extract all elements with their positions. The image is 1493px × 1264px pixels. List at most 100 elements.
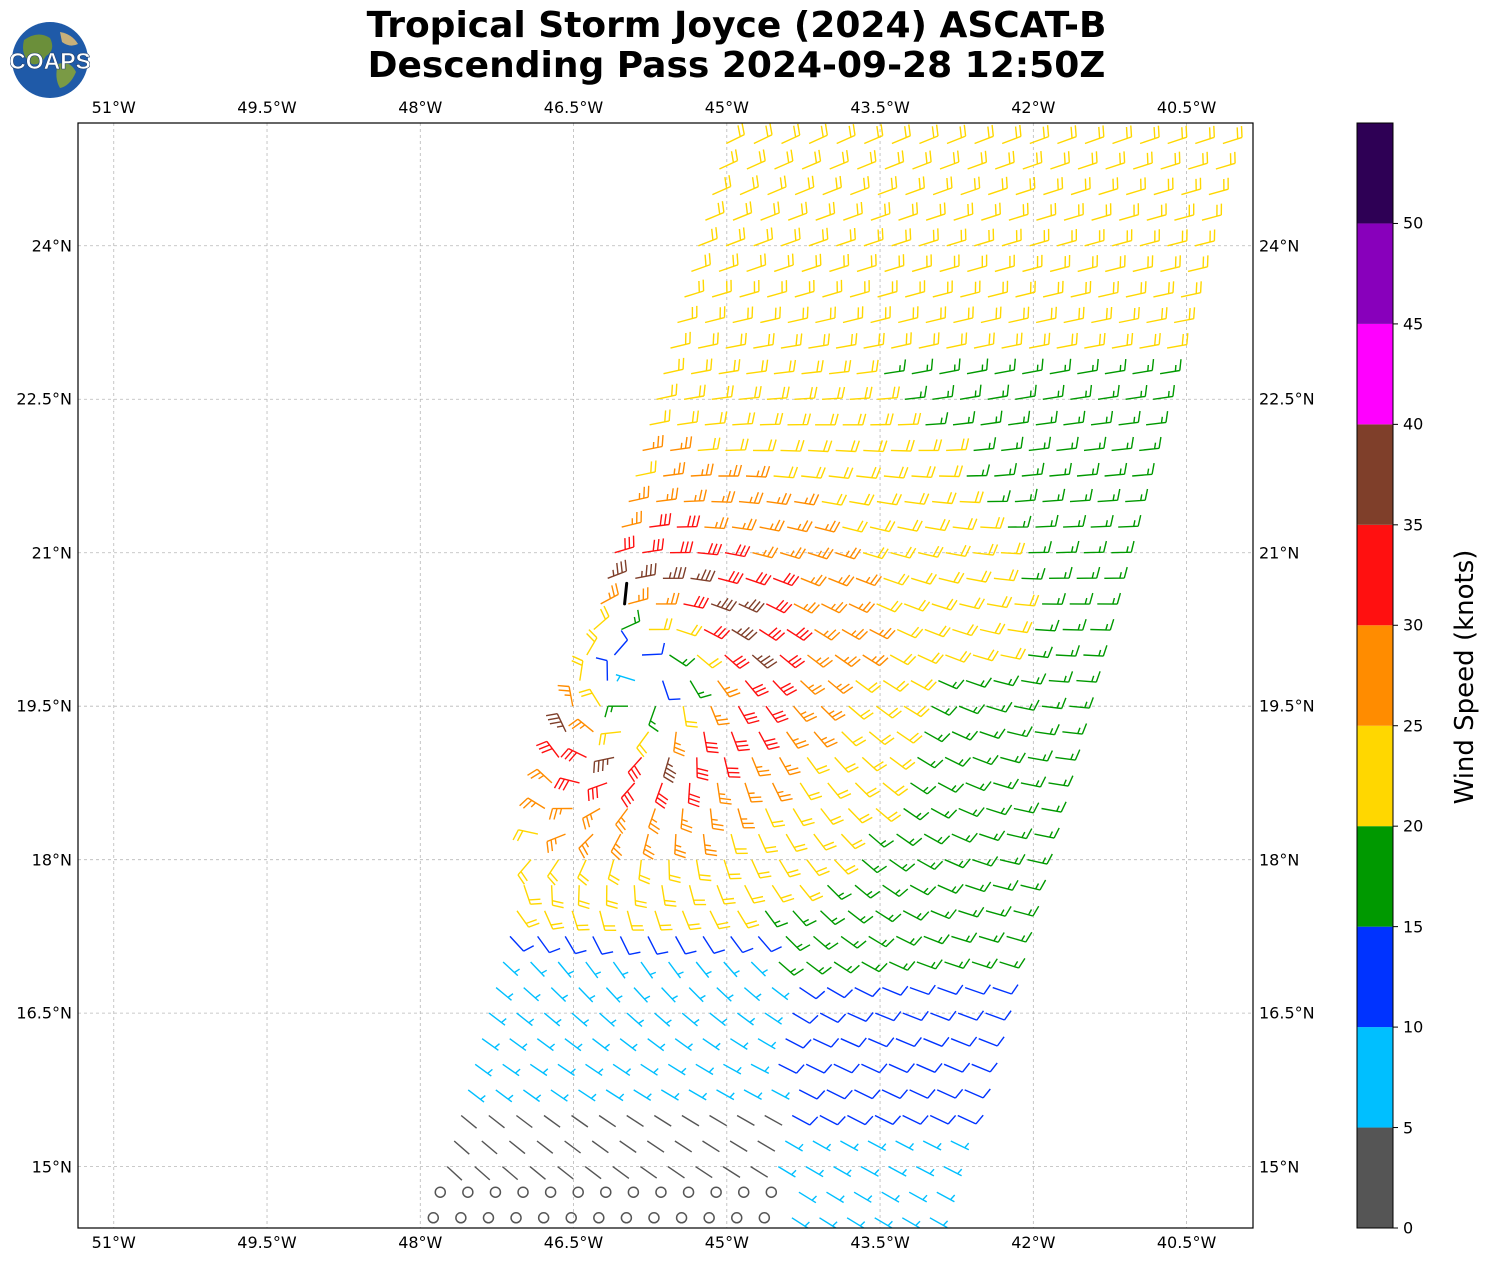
wind-barb: [1139, 125, 1160, 145]
wind-barb: [870, 306, 891, 324]
wind-barb: [633, 987, 651, 1003]
wind-barb: [936, 1191, 956, 1203]
wind-barb: [1215, 151, 1236, 170]
wind-barb: [578, 688, 601, 707]
wind-barb: [530, 961, 548, 977]
calm-wind-marker: [682, 1186, 695, 1198]
tick-label-right: 18°N: [1259, 850, 1300, 870]
wind-barb: [1132, 462, 1155, 477]
wind-barb: [688, 987, 706, 1003]
wind-barb: [828, 466, 854, 479]
wind-barb: [909, 1089, 936, 1099]
wind-barb: [633, 885, 647, 909]
calm-wind-marker: [710, 1186, 722, 1198]
wind-barb: [1028, 646, 1053, 659]
wind-barb: [780, 227, 801, 247]
wind-barb: [946, 438, 970, 452]
wind-barb: [739, 175, 759, 196]
wind-barb: [647, 1038, 666, 1052]
wind-barb: [916, 959, 943, 970]
wind-barb: [801, 253, 822, 273]
wind-barb: [1015, 280, 1036, 298]
wind-barb: [1160, 151, 1181, 170]
wind-barb: [833, 859, 859, 875]
wind-barb: [649, 513, 672, 528]
wind-barb: [840, 1037, 867, 1048]
wind-barb: [584, 1166, 602, 1180]
wind-barb: [985, 906, 1012, 917]
wind-barb: [918, 439, 943, 452]
wind-barb: [930, 807, 958, 819]
wind-barb: [626, 910, 644, 931]
wind-barb: [978, 932, 1005, 943]
wind-barb: [674, 1038, 693, 1051]
wind-barb: [654, 910, 673, 931]
wind-barb: [1049, 254, 1071, 273]
wind-barb: [1063, 410, 1086, 426]
wind-barb: [1001, 332, 1023, 349]
wind-barb: [1104, 359, 1127, 375]
wind-barb: [986, 804, 1013, 816]
wind-barb: [1063, 203, 1084, 221]
colorbar-segment: [1357, 323, 1393, 425]
wind-barb: [903, 599, 931, 612]
wind-barb: [923, 833, 951, 845]
wind-barb: [950, 1140, 970, 1151]
wind-barb: [966, 570, 992, 583]
wind-barb: [905, 280, 926, 298]
wind-barb: [1174, 203, 1195, 221]
wind-barb: [670, 436, 693, 452]
wind-barb: [819, 1012, 847, 1024]
wind-barb: [1076, 671, 1101, 683]
wind-barb: [862, 654, 889, 667]
wind-barb: [806, 859, 830, 877]
wind-barb: [690, 569, 716, 582]
wind-barb: [1014, 488, 1038, 503]
wind-barb: [682, 706, 698, 728]
wind-barb: [1036, 202, 1057, 221]
wind-barb: [889, 961, 916, 971]
wind-barb: [571, 1012, 590, 1027]
wind-barb: [598, 731, 622, 746]
wind-barb: [683, 489, 707, 503]
wind-barb: [946, 332, 968, 349]
wind-barb: [543, 1012, 562, 1027]
wind-barb: [863, 332, 885, 349]
wind-barb: [642, 833, 655, 860]
wind-barb: [529, 1166, 546, 1180]
wind-barb: [571, 1114, 589, 1128]
calm-wind-marker: [427, 1212, 440, 1224]
wind-barb: [862, 547, 889, 560]
wind-barb: [929, 1114, 957, 1125]
wind-barb: [595, 657, 609, 681]
wind-barb: [835, 333, 858, 349]
wind-barb: [896, 833, 923, 847]
wind-barb: [787, 306, 809, 324]
wind-barb: [1008, 410, 1031, 426]
wind-barb: [813, 731, 838, 748]
wind-barb: [488, 1114, 505, 1129]
colorbar-segment: [1357, 123, 1393, 224]
wind-barb: [808, 227, 829, 247]
wind-barb: [764, 808, 786, 828]
wind-barb: [1014, 699, 1040, 711]
wind-barb: [910, 782, 937, 795]
wind-barb: [774, 149, 794, 170]
wind-barb: [519, 797, 546, 810]
wind-barb: [1021, 462, 1045, 477]
wind-barb: [610, 833, 623, 861]
wind-barb: [971, 958, 998, 969]
wind-barb: [1146, 411, 1169, 426]
wind-barb: [615, 674, 636, 682]
wind-barb: [911, 465, 936, 478]
wind-barb: [780, 439, 805, 452]
wind-barb: [1146, 307, 1168, 324]
wind-barb: [724, 654, 750, 669]
wind-barb: [599, 1012, 617, 1027]
wind-barb: [856, 466, 882, 479]
wind-barb: [987, 490, 1011, 503]
wind-barb: [937, 984, 964, 995]
calm-wind-marker: [482, 1212, 495, 1224]
wind-barb: [1042, 593, 1066, 605]
